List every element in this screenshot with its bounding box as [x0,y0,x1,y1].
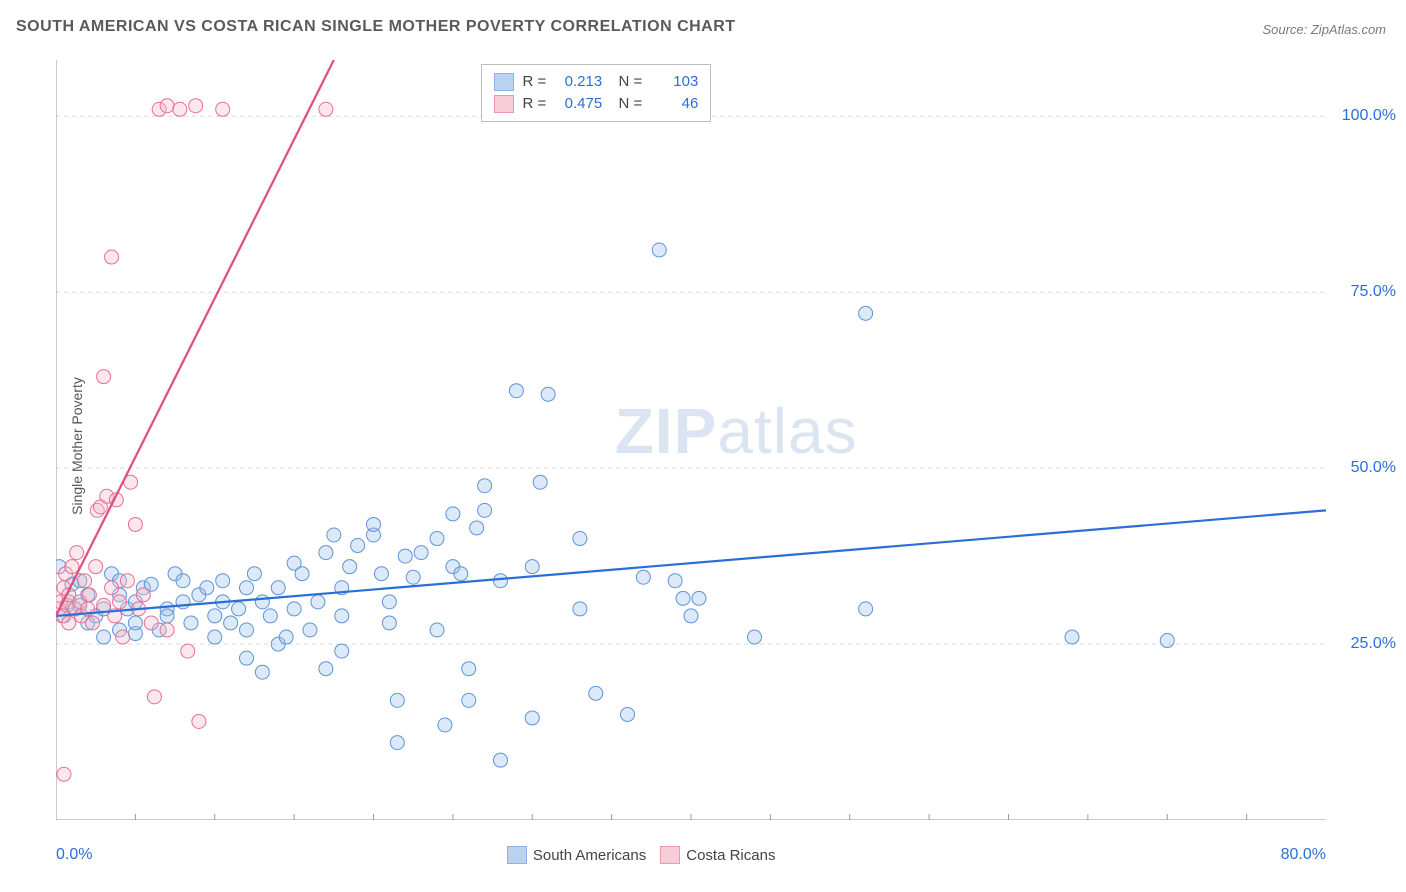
legend-r-label: R = [522,71,546,93]
y-tick-label: 100.0% [1342,107,1396,125]
legend-swatch [660,846,680,864]
x-tick-label: 80.0% [1281,846,1326,864]
series-legend: South Americans Costa Ricans [507,846,776,864]
legend-r-value: 0.213 [554,71,602,93]
legend-swatch [494,95,514,113]
legend-n-value: 103 [650,71,698,93]
x-tick-label: 0.0% [56,846,92,864]
y-tick-label: 25.0% [1351,635,1396,653]
y-tick-label: 75.0% [1351,283,1396,301]
chart-title: SOUTH AMERICAN VS COSTA RICAN SINGLE MOT… [16,18,736,36]
legend-n-value: 46 [650,93,698,115]
legend-series-name: South Americans [533,847,646,864]
plot-area: ZIPatlas R =0.213 N =103R =0.475 N =46 [56,60,1326,820]
legend-row: R = 0.213 N = 103 [494,71,698,93]
source-label: Source: ZipAtlas.com [1262,22,1386,37]
legend-series-name: Costa Ricans [686,847,775,864]
y-tick-label: 50.0% [1351,459,1396,477]
legend-n-label: N = [610,71,642,93]
legend-r-label: R = [522,93,546,115]
legend-item: Costa Ricans [660,846,775,864]
scatter-plot-svg [56,60,1326,820]
correlation-legend: R = 0.213 N = 103 R = 0.475 N = 46 [481,64,711,122]
legend-row: R = 0.475 N = 46 [494,93,698,115]
legend-n-label: N = [610,93,642,115]
legend-swatch [507,846,527,864]
legend-swatch [494,73,514,91]
legend-r-value: 0.475 [554,93,602,115]
legend-item: South Americans [507,846,646,864]
